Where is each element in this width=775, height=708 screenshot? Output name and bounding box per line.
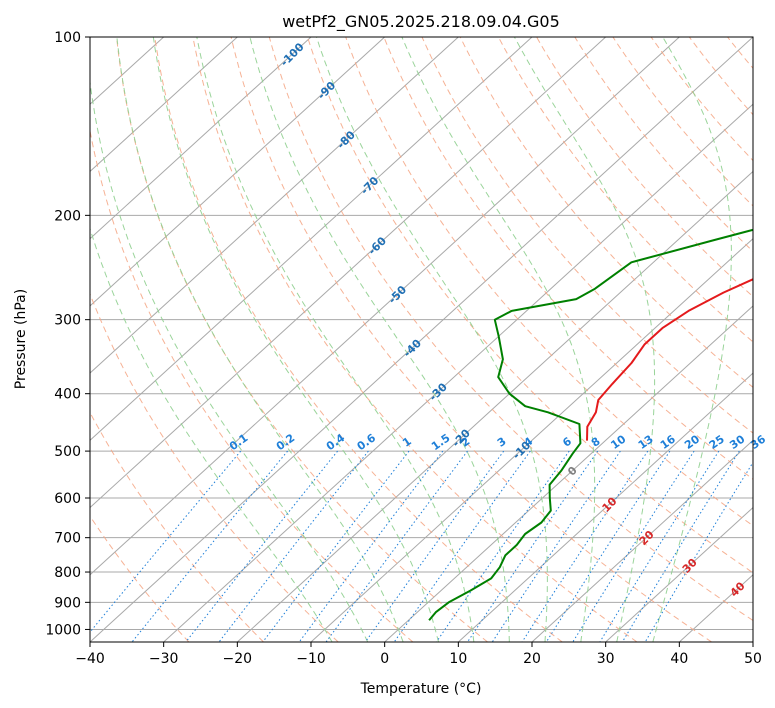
x-tick-label: −40: [75, 651, 105, 667]
isotherm-line: [90, 37, 238, 173]
x-tick-label: −10: [296, 651, 326, 667]
y-tick-label: 900: [54, 595, 81, 611]
y-tick-label: 400: [54, 387, 81, 403]
mixing-ratio-line: [298, 450, 444, 642]
mixing-ratio-line: [364, 450, 505, 642]
dry-adiabat-line: [536, 37, 753, 298]
isotherm-line: [90, 37, 753, 642]
mixing-ratio-line: [262, 450, 410, 642]
isotherm-line: [90, 37, 533, 442]
moist-adiabat-line: [249, 37, 510, 642]
dry-adiabat-line: [307, 37, 753, 574]
dry-adiabat-line: [154, 37, 563, 642]
isotherm-line: [90, 37, 312, 240]
moist-adiabat-line: [90, 227, 333, 642]
isotherm-line: [310, 237, 753, 642]
x-tick-label: −20: [223, 651, 253, 667]
y-tick-label: 500: [54, 444, 81, 460]
mixing-ratio-line: [185, 450, 338, 642]
dewpoint-profile-line: [428, 228, 753, 621]
mixing-ratio-line: [621, 450, 740, 642]
mixing-ratio-line: [131, 450, 288, 642]
y-tick-label: 800: [54, 565, 81, 581]
y-axis: 100 200 300 400 500 600 700 800 900 1000: [45, 30, 90, 638]
moist-adiabat-line: [90, 78, 369, 642]
moist-adiabat-line: [315, 37, 548, 642]
y-tick-label: 700: [54, 531, 81, 547]
mixing-ratio-line: [435, 450, 570, 642]
moist-adiabat-line: [152, 37, 439, 642]
isotherm-line: [163, 103, 753, 642]
isotherm-line: [236, 170, 753, 642]
moist-adiabat-line: [652, 37, 732, 642]
x-tick-label: 40: [670, 651, 688, 667]
y-tick-label: 600: [54, 491, 81, 507]
isotherm-line: [384, 305, 753, 642]
x-tick-label: 20: [523, 651, 541, 667]
isotherm-line: [90, 37, 386, 307]
x-tick-label: −30: [149, 651, 179, 667]
temperature-profile-line: [586, 278, 753, 441]
isotherm-line: [90, 37, 680, 576]
y-tick-label: 300: [54, 313, 81, 329]
dry-adiabat-line: [90, 411, 264, 642]
moist-adiabat-line: [116, 37, 404, 642]
plot-frame: [89, 36, 754, 643]
dry-adiabat-line: [574, 37, 753, 252]
isotherm-line: [90, 37, 607, 509]
y-tick-label: 1000: [45, 622, 81, 638]
plot-area: [90, 37, 753, 642]
dry-adiabat-line: [90, 292, 339, 642]
y-axis-title: Pressure (hPa): [13, 289, 29, 389]
x-tick-label: 30: [597, 651, 615, 667]
isotherm-line: [605, 506, 753, 642]
x-tick-label: 0: [380, 651, 389, 667]
mixing-ratio-line: [90, 450, 242, 633]
x-tick-label: 50: [744, 651, 762, 667]
x-axis-title: Temperature (°C): [360, 681, 482, 697]
mixing-ratio-line: [599, 450, 720, 642]
dry-adiabat-line: [345, 37, 753, 527]
chart-title: wetPf2_GN05.2025.218.09.04.G05: [282, 12, 560, 32]
isotherm-line: [457, 372, 753, 642]
x-axis: −40 −30 −20 −10 0 10 20 30 40 50: [75, 642, 762, 667]
dry-adiabat-line: [230, 37, 712, 642]
y-tick-label: 200: [54, 208, 81, 224]
moist-adiabat-line: [196, 37, 475, 642]
dry-adiabat-line: [90, 128, 414, 642]
mixing-ratio-line: [572, 450, 695, 642]
dry-adiabat-line: [192, 37, 638, 642]
isotherm-line: [531, 439, 753, 642]
dry-adiabat-line: [650, 37, 753, 162]
isotherm-line: [90, 37, 459, 374]
mixing-ratio-line: [218, 450, 369, 642]
x-tick-label: 10: [449, 651, 467, 667]
dry-adiabat-line: [497, 37, 753, 343]
moist-adiabat-line: [513, 37, 656, 642]
mixing-ratio-line: [644, 461, 753, 642]
dry-adiabat-line: [459, 37, 753, 388]
y-tick-label: 100: [54, 30, 81, 46]
mixing-ratio-line: [467, 450, 599, 642]
dry-adiabat-line: [421, 37, 753, 434]
moist-adiabat-line: [401, 37, 596, 642]
